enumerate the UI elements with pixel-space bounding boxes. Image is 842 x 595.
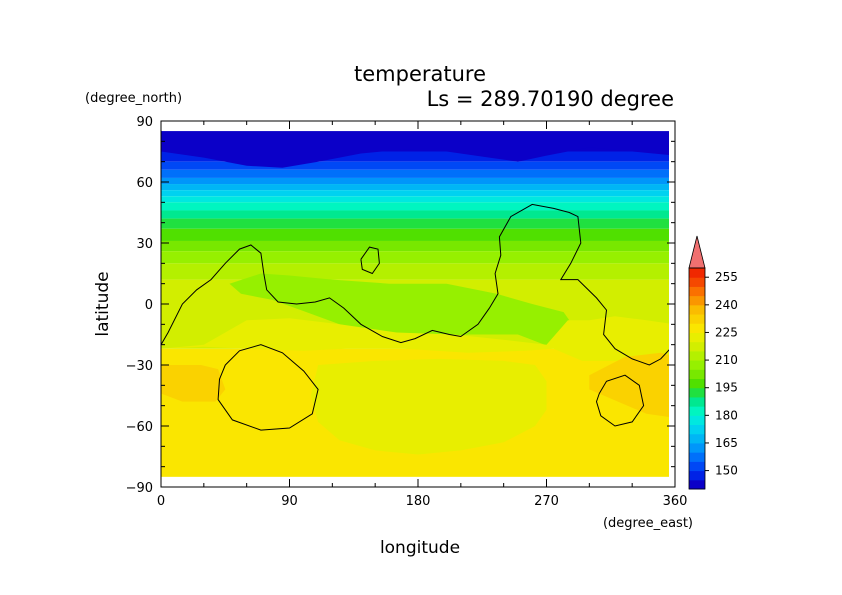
colorbar-swatch: [689, 433, 705, 444]
x-tick-label: 0: [157, 494, 165, 509]
temperature-band-7: [161, 196, 669, 203]
chart-title: temperature: [354, 62, 486, 86]
temperature-band-1: [161, 151, 669, 162]
colorbar-swatch: [689, 442, 705, 453]
temperature-band-3: [161, 169, 669, 178]
x-tick-label: 270: [534, 494, 559, 509]
colorbar-swatch: [689, 341, 705, 352]
y-tick-label: −60: [126, 420, 153, 435]
x-tick-label: 360: [663, 494, 688, 509]
colorbar-swatch: [689, 295, 705, 306]
y-unit-label: (degree_north): [85, 91, 182, 106]
contour-east-basin: [595, 374, 645, 427]
colorbar-swatch: [689, 479, 705, 490]
colorbar-label: 180: [715, 408, 738, 422]
colorbar-swatch: [689, 277, 705, 287]
y-axis-ticks: 90 60 30 0 −30 −60 −90: [126, 115, 675, 496]
colorbar-swatch: [689, 452, 705, 462]
colorbar-swatch: [689, 415, 705, 426]
temperature-band-5: [161, 184, 669, 191]
contour-small-island: [360, 246, 380, 275]
colorbar-label: 240: [715, 298, 738, 312]
cold-bulge-west: [161, 131, 669, 168]
contour-line-layer: [161, 203, 669, 431]
temperature-band-8: [161, 202, 669, 211]
temperature-band-2: [161, 161, 669, 170]
y-tick-label: 30: [136, 237, 153, 252]
colorbar-frame: [688, 267, 706, 490]
colorbar-swatch: [689, 387, 705, 398]
colorbar-swatch: [689, 350, 705, 361]
colorbar-label: 225: [715, 325, 738, 339]
colorbar-label: 195: [715, 381, 738, 395]
colorbar-label: 210: [715, 353, 738, 367]
x-tick-label: 90: [281, 494, 298, 509]
colorbar-label: 165: [715, 436, 738, 450]
y-axis-title: latitude: [93, 271, 113, 336]
temperature-band-13: [161, 251, 669, 264]
contour-west-basin: [217, 344, 319, 431]
central-lowlat-region: [229, 273, 578, 349]
temperature-band-9: [161, 210, 669, 219]
colorbar-swatch: [689, 396, 705, 407]
temperature-band-14: [161, 263, 669, 280]
x-unit-label: (degree_east): [603, 516, 693, 531]
temperature-band-4: [161, 177, 669, 185]
colorbar-swatch: [689, 424, 705, 435]
y-tick-label: 60: [136, 176, 153, 191]
chart-subtitle: Ls = 289.70190 degree: [427, 87, 674, 111]
y-tick-label: −90: [126, 481, 153, 496]
colorbar-swatch: [689, 332, 705, 343]
x-axis-ticks: 0 90 180 270 360: [157, 121, 688, 509]
x-axis-title: longitude: [380, 538, 460, 558]
colorbar-swatch: [689, 304, 705, 315]
colorbar-swatch: [689, 369, 705, 379]
colorbar-swatch: [689, 461, 705, 472]
colorbar-swatch: [689, 286, 705, 297]
colorbar-swatch: [689, 360, 705, 370]
colorbar-swatch: [689, 406, 705, 416]
colorbar: 150 165 180 195 210 225 240 255: [688, 235, 738, 490]
temperature-band-11: [161, 228, 669, 241]
colorbar-label: 255: [715, 270, 738, 284]
contour-north-continent: [161, 203, 669, 366]
warm-west-region: [161, 365, 226, 402]
y-tick-label: 0: [145, 298, 153, 313]
colorbar-swatch: [689, 314, 705, 324]
colorbar-swatch: [689, 470, 705, 481]
colorbar-label: 150: [715, 464, 738, 478]
temperature-band-12: [161, 240, 669, 252]
warm-east-region: [589, 352, 669, 418]
x-tick-label: 180: [406, 494, 431, 509]
y-tick-label: −30: [126, 359, 153, 374]
contour-fill-layer: [161, 131, 669, 477]
colorbar-swatch: [689, 268, 705, 278]
temperature-band-10: [161, 218, 669, 229]
southern-plateau-region: [310, 358, 547, 455]
colorbar-over-arrow: [688, 235, 706, 269]
y-tick-label: 90: [136, 115, 153, 130]
colorbar-swatch: [689, 323, 705, 333]
temperature-band-6: [161, 190, 669, 197]
colorbar-swatch: [689, 378, 705, 389]
